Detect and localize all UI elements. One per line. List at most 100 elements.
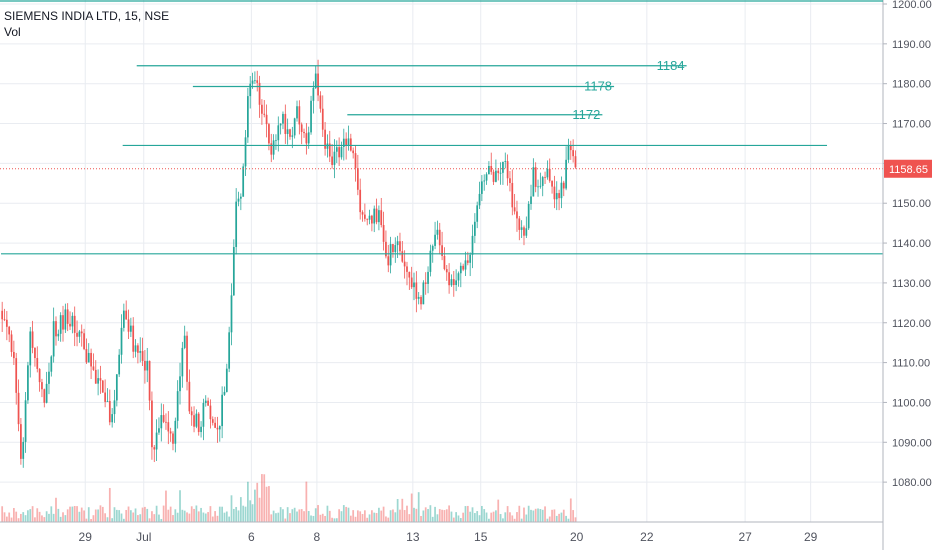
candle-body[interactable]	[289, 129, 291, 137]
candle-body[interactable]	[572, 150, 574, 157]
candle-body[interactable]	[408, 271, 411, 278]
y-tick-label[interactable]: 1100.00	[892, 397, 931, 409]
candle-body[interactable]	[1, 310, 4, 320]
candle-body[interactable]	[525, 228, 528, 236]
candle-body[interactable]	[352, 150, 355, 154]
candle-body[interactable]	[254, 80, 256, 82]
candle-body[interactable]	[242, 166, 245, 197]
candle-body[interactable]	[29, 331, 32, 366]
candle-body[interactable]	[300, 124, 303, 132]
candle-body[interactable]	[204, 400, 207, 403]
candle-body[interactable]	[314, 73, 317, 88]
candle-body[interactable]	[420, 296, 422, 305]
candle-body[interactable]	[441, 245, 443, 256]
candle-body[interactable]	[565, 159, 567, 189]
candle-body[interactable]	[307, 132, 310, 144]
candle-body[interactable]	[382, 225, 385, 242]
candle-body[interactable]	[499, 172, 502, 174]
candle-body[interactable]	[450, 279, 453, 286]
candle-body[interactable]	[347, 138, 350, 146]
candle-body[interactable]	[471, 235, 474, 255]
candle-body[interactable]	[523, 227, 525, 236]
candle-body[interactable]	[97, 378, 99, 384]
candle-body[interactable]	[174, 420, 177, 444]
candle-body[interactable]	[481, 181, 483, 194]
candle-body[interactable]	[387, 256, 390, 266]
candle-body[interactable]	[176, 391, 179, 421]
candle-body[interactable]	[73, 315, 76, 333]
candle-body[interactable]	[52, 321, 55, 357]
y-tick-label[interactable]: 1110.00	[892, 358, 930, 370]
candle-body[interactable]	[106, 400, 109, 402]
candle-body[interactable]	[569, 144, 572, 151]
candle-body[interactable]	[139, 351, 142, 353]
candle-body[interactable]	[296, 106, 298, 119]
candle-body[interactable]	[167, 422, 170, 432]
candle-body[interactable]	[476, 205, 479, 222]
candle-body[interactable]	[485, 174, 488, 181]
candle-body[interactable]	[162, 415, 165, 422]
candle-body[interactable]	[153, 447, 156, 450]
candle-body[interactable]	[209, 405, 212, 420]
candle-body[interactable]	[282, 113, 284, 124]
level-layer[interactable]: 1184 1178 1172	[0, 58, 883, 255]
candle-body[interactable]	[76, 332, 78, 337]
y-tick-label[interactable]: 1130.00	[892, 278, 931, 290]
candle-body[interactable]	[20, 424, 22, 459]
candle-body[interactable]	[284, 113, 287, 134]
x-tick-label[interactable]: 15	[474, 530, 488, 544]
candle-body[interactable]	[275, 140, 277, 142]
candle-body[interactable]	[261, 104, 263, 114]
candle-body[interactable]	[457, 273, 460, 281]
candle-body[interactable]	[286, 129, 289, 134]
x-tick-label[interactable]: 8	[314, 530, 321, 544]
candle-body[interactable]	[158, 428, 160, 433]
candle-body[interactable]	[258, 82, 261, 105]
candle-body[interactable]	[392, 244, 394, 253]
candle-body[interactable]	[406, 266, 408, 272]
candle-body[interactable]	[511, 182, 514, 208]
candle-body[interactable]	[305, 133, 308, 144]
candle-body[interactable]	[321, 108, 324, 130]
candle-body[interactable]	[50, 356, 53, 372]
y-tick-label[interactable]: 1120.00	[892, 318, 931, 330]
candle-body[interactable]	[326, 143, 329, 149]
candle-body[interactable]	[415, 282, 418, 299]
candle-body[interactable]	[36, 358, 39, 369]
candle-body[interactable]	[137, 345, 139, 353]
candle-body[interactable]	[214, 422, 216, 428]
candle-body[interactable]	[328, 143, 331, 157]
candle-body[interactable]	[237, 198, 240, 202]
candle-body[interactable]	[218, 426, 221, 430]
candle-body[interactable]	[223, 391, 226, 395]
candle-body[interactable]	[380, 210, 383, 226]
candle-body[interactable]	[513, 207, 516, 212]
candle-body[interactable]	[445, 269, 448, 273]
candle-body[interactable]	[509, 178, 511, 183]
candle-body[interactable]	[378, 210, 380, 223]
candle-body[interactable]	[265, 114, 268, 125]
candle-body[interactable]	[342, 138, 345, 147]
candle-body[interactable]	[319, 95, 322, 109]
candle-body[interactable]	[356, 168, 359, 190]
candle-body[interactable]	[403, 261, 406, 267]
candle-body[interactable]	[385, 241, 387, 257]
candle-body[interactable]	[333, 151, 336, 165]
candle-body[interactable]	[99, 378, 102, 381]
candle-body[interactable]	[141, 351, 144, 361]
candle-body[interactable]	[291, 135, 294, 137]
candle-body[interactable]	[518, 218, 521, 230]
y-tick-label[interactable]: 1180.00	[892, 79, 931, 91]
candle-body[interactable]	[55, 321, 57, 337]
candle-body[interactable]	[303, 131, 305, 134]
candle-body[interactable]	[541, 177, 544, 186]
candle-body[interactable]	[239, 196, 242, 199]
candle-body[interactable]	[235, 201, 238, 247]
candle-body[interactable]	[202, 402, 205, 427]
candle-body[interactable]	[268, 124, 270, 144]
candle-body[interactable]	[181, 347, 184, 377]
candle-body[interactable]	[443, 255, 446, 270]
x-tick-label[interactable]: 13	[406, 530, 420, 544]
candle-body[interactable]	[27, 365, 29, 401]
